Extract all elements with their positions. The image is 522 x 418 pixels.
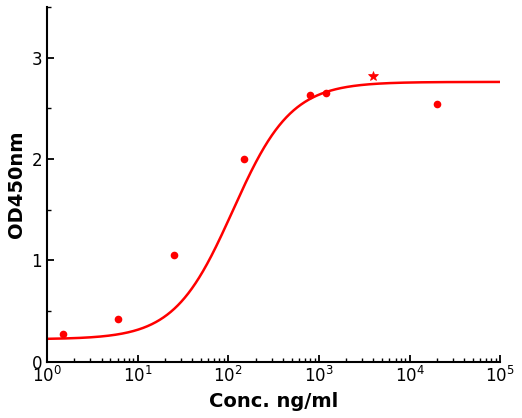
- Y-axis label: OD450nm: OD450nm: [7, 130, 26, 238]
- X-axis label: Conc. ng/ml: Conc. ng/ml: [209, 392, 338, 411]
